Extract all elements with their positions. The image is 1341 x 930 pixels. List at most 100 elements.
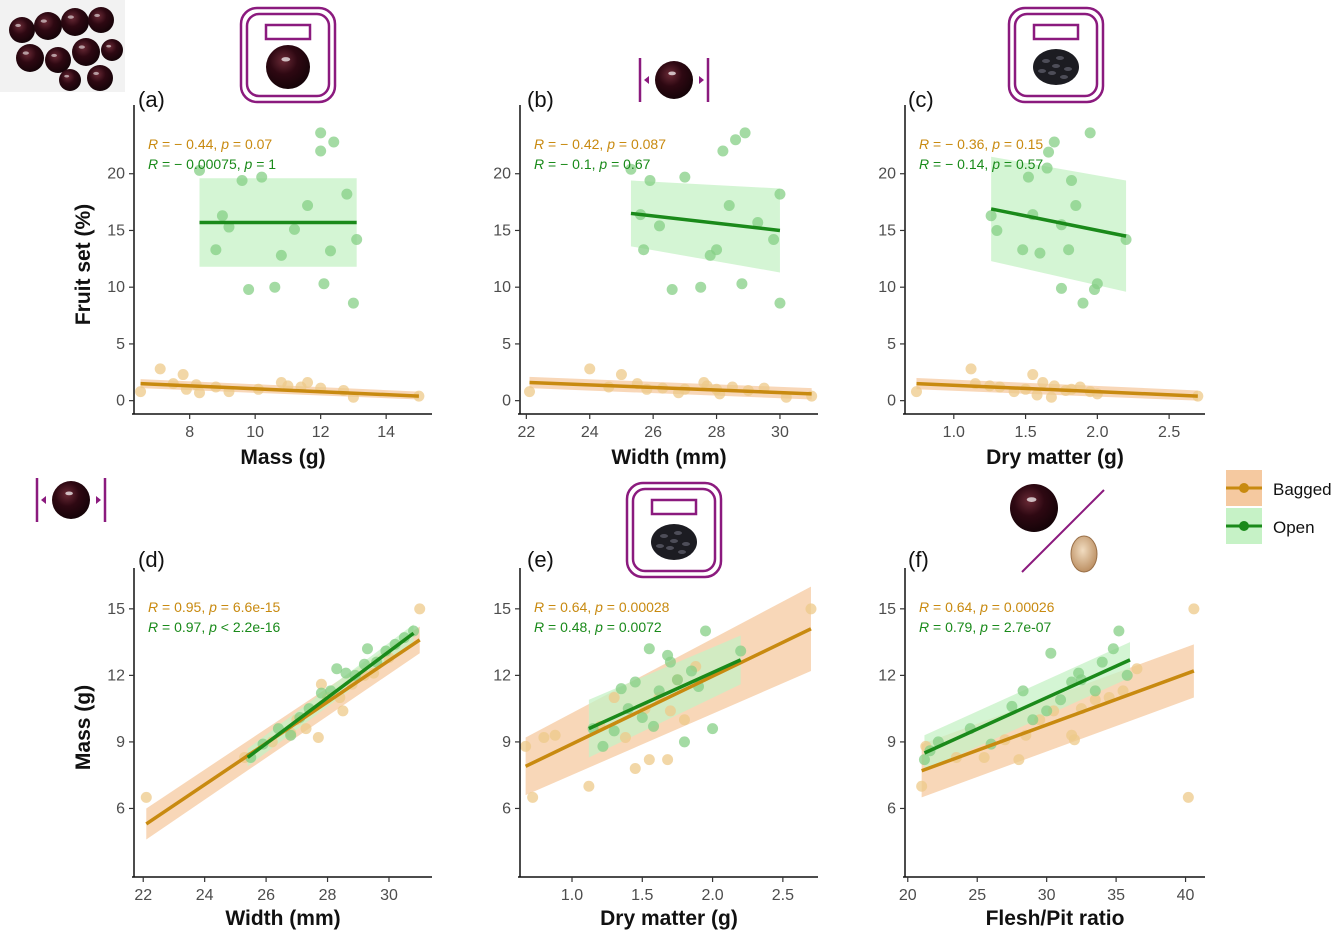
- y-tick-label: 0: [116, 393, 125, 410]
- data-point-bagged: [337, 705, 349, 717]
- data-point-open: [664, 656, 676, 668]
- x-axis-title: Dry matter (g): [600, 907, 738, 930]
- dried-cherry-icon: [1033, 49, 1079, 85]
- dried-cherry-icon: [651, 524, 697, 560]
- cherry-pit-icon: [1070, 535, 1098, 573]
- x-tick-label: 12: [312, 424, 330, 441]
- data-point-open: [707, 723, 719, 735]
- data-point-bagged: [1131, 663, 1143, 675]
- data-point-open: [210, 244, 222, 256]
- data-point-open: [285, 729, 297, 741]
- stat-text-open: R = 0.97, p < 2.2e-16: [148, 619, 281, 635]
- y-tick-label: 5: [502, 336, 511, 353]
- data-point-open: [275, 249, 287, 261]
- data-point-open: [302, 200, 314, 211]
- data-point-bagged: [978, 751, 990, 763]
- panel-b: (b) 22 24 26 28 30 0 5 10 15 20 Width (mm) R = − 0.4…: [493, 87, 818, 469]
- data-point-open: [679, 171, 691, 183]
- data-point-open: [223, 221, 235, 233]
- data-point-open: [1041, 162, 1053, 174]
- cherry-width-icon: [638, 58, 710, 102]
- data-point-bagged: [300, 723, 312, 735]
- data-point-bagged: [1117, 685, 1129, 697]
- data-point-open: [774, 188, 786, 200]
- data-point-bagged: [140, 791, 152, 803]
- data-point-open: [678, 736, 690, 748]
- y-tick-label: 15: [878, 601, 896, 618]
- panel-d: (d) 22 24 26 28 30 6 9 12 15 Width (mm) Mass (g) R =…: [72, 547, 432, 930]
- x-tick-label: 8: [185, 424, 194, 441]
- data-point-open: [644, 175, 656, 187]
- data-point-bagged: [1027, 369, 1039, 381]
- data-point-bagged: [664, 705, 676, 717]
- data-point-bagged: [678, 714, 690, 726]
- data-point-open: [216, 210, 228, 222]
- data-point-open: [243, 283, 255, 295]
- x-tick-label: 14: [377, 424, 395, 441]
- data-point-open: [361, 643, 373, 655]
- data-point-open: [1041, 705, 1053, 717]
- x-axis-title: Mass (g): [240, 446, 325, 469]
- data-point-open: [328, 136, 340, 148]
- y-axis-title: Fruit set (%): [72, 204, 95, 325]
- data-point-open: [638, 244, 650, 256]
- data-point-open: [318, 278, 330, 290]
- regression-line-open: [990, 207, 1127, 238]
- data-point-open: [739, 127, 751, 139]
- data-point-open: [193, 164, 205, 176]
- stat-text-bagged: R = 0.64, p = 0.00026: [919, 599, 1055, 615]
- x-tick-label: 30: [1038, 887, 1056, 904]
- y-tick-label: 5: [887, 336, 896, 353]
- data-point-bagged: [538, 731, 550, 743]
- legend-label-open: Open: [1273, 518, 1315, 537]
- stat-text-open: R = 0.48, p = 0.0072: [534, 619, 662, 635]
- data-point-bagged: [1031, 389, 1043, 401]
- y-tick-label: 20: [878, 166, 896, 183]
- x-tick-label: 24: [581, 424, 599, 441]
- x-tick-label: 2.0: [701, 887, 723, 904]
- data-point-open: [1006, 700, 1018, 712]
- data-point-open: [774, 297, 786, 309]
- data-point-bagged: [302, 377, 314, 388]
- x-tick-label: 30: [380, 887, 398, 904]
- data-point-bagged: [1068, 734, 1080, 746]
- panel-f: (f) 20 25 30 35 40 6 9 12 15 Flesh/Pit ratio R = 0.…: [878, 547, 1205, 930]
- cherry-icon: [1010, 484, 1058, 532]
- cherry-icon: [655, 61, 693, 99]
- data-point-open: [985, 210, 997, 222]
- data-point-open: [768, 234, 780, 246]
- y-tick-label: 9: [116, 734, 125, 751]
- y-tick-label: 0: [887, 393, 896, 410]
- x-tick-label: 2.5: [772, 887, 794, 904]
- x-tick-label: 30: [771, 424, 789, 441]
- regression-line-bagged: [916, 381, 1198, 398]
- data-point-bagged: [414, 603, 426, 615]
- panel-icons: [35, 6, 1105, 579]
- data-point-bagged: [619, 731, 631, 743]
- data-point-open: [1121, 669, 1133, 681]
- data-point-bagged: [583, 780, 595, 792]
- data-point-open: [1070, 200, 1082, 211]
- stat-text-open: R = − 0.00075, p = 1: [148, 156, 276, 172]
- panel-label: (c): [908, 87, 934, 112]
- panel-label: (d): [138, 547, 165, 572]
- data-point-open: [1096, 656, 1108, 668]
- legend-item-open: Open: [1226, 508, 1315, 544]
- stat-text-bagged: R = − 0.36, p = 0.15: [919, 136, 1043, 152]
- data-point-open: [653, 220, 665, 232]
- stat-text-bagged: R = 0.64, p = 0.00028: [534, 599, 670, 615]
- legend-item-bagged: Bagged: [1226, 470, 1332, 506]
- x-tick-label: 1.0: [943, 424, 965, 441]
- x-tick-label: 22: [134, 887, 152, 904]
- data-point-open: [1063, 244, 1075, 256]
- data-point-open: [671, 674, 683, 686]
- data-point-open: [341, 188, 353, 200]
- data-point-open: [1077, 297, 1089, 309]
- regression-line-open: [923, 658, 1131, 755]
- y-tick-label: 6: [887, 800, 896, 817]
- data-point-open: [711, 244, 723, 256]
- data-point-open: [625, 163, 637, 175]
- data-point-bagged: [643, 754, 655, 766]
- data-point-open: [636, 712, 648, 724]
